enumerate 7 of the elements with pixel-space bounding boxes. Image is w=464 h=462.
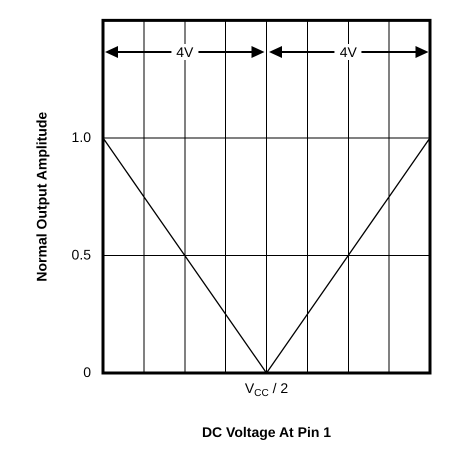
annotation: 4V [334,44,362,60]
y-tick-label: 0.5 [72,246,92,262]
annotation: 4V [171,44,198,60]
y-tick-label: 1.0 [72,128,92,145]
y-axis-title: Normal Output Amplitude [33,112,50,282]
y-tick-label: 0 [83,364,92,380]
x-axis-title: DC Voltage At Pin 1 [202,424,332,440]
